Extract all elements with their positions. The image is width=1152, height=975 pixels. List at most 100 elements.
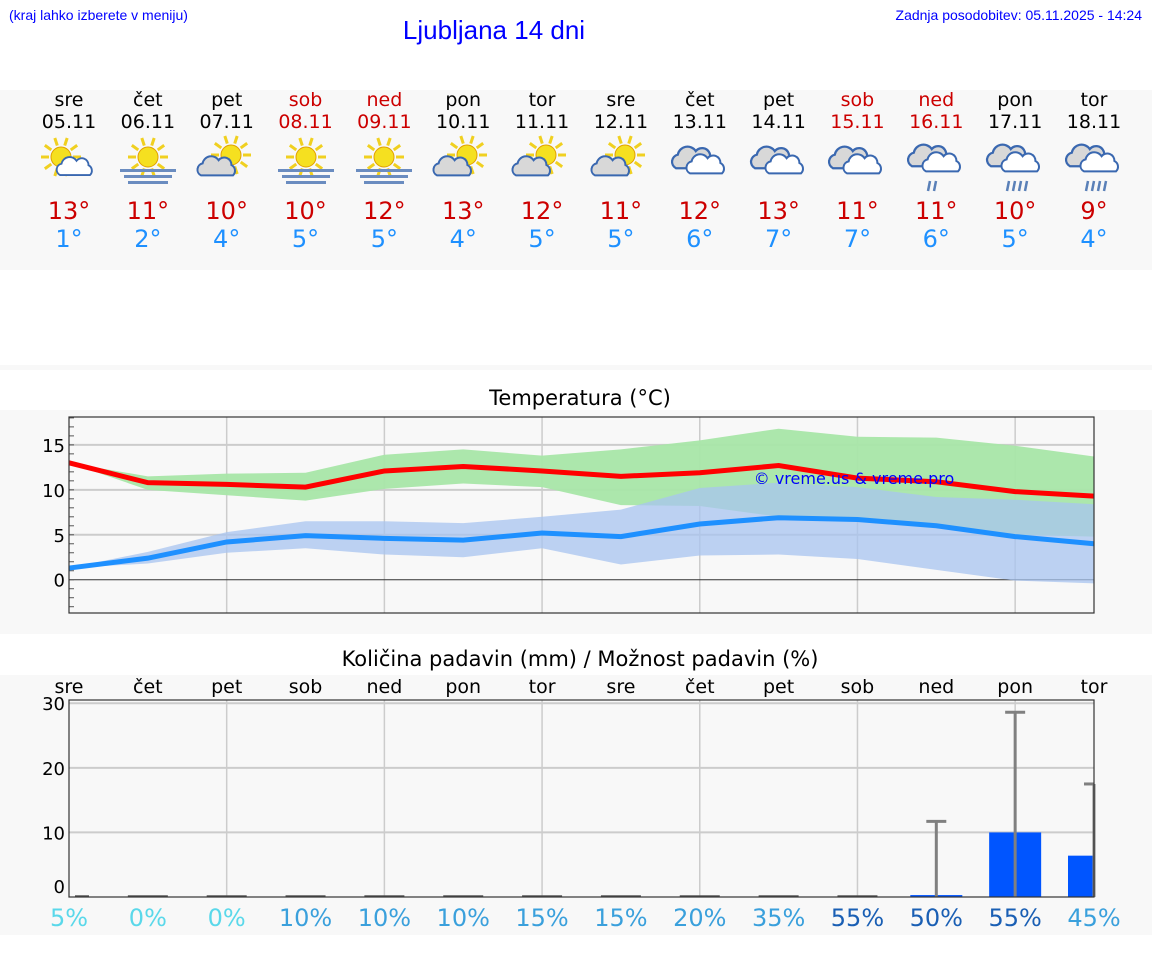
min-temperature: 7° (764, 225, 793, 253)
day-date: 10.11 (436, 111, 491, 133)
day-date: 06.11 (120, 111, 176, 133)
y-tick-label: 10 (42, 481, 65, 502)
day-label: sre (606, 676, 635, 698)
day-name: čet (684, 89, 715, 111)
temperature-plot-frame (68, 416, 1095, 614)
day-date: 12.11 (593, 111, 649, 133)
day-name: pet (211, 89, 243, 111)
sun-fog-icon (356, 137, 413, 184)
y-tick-label: 15 (42, 436, 65, 457)
day-label: sre (55, 676, 84, 698)
precipitation-probability: 0% (208, 904, 246, 932)
precipitation-probability: 10% (358, 904, 411, 932)
day-forecast: sre 12.11 11° 5° (581, 89, 661, 253)
day-label: sob (289, 676, 323, 698)
day-forecast: ned 16.11 11° 6° (896, 89, 976, 253)
min-temperature: 5° (370, 225, 399, 253)
cloud-sun-icon (196, 135, 251, 177)
cloudy-icon (828, 145, 883, 175)
day-date: 07.11 (199, 111, 254, 133)
day-label: tor (1081, 676, 1108, 698)
min-temperature: 5° (607, 225, 635, 253)
min-temperature: 5° (291, 225, 320, 253)
day-forecast: čet 06.11 11° 2° (108, 89, 188, 253)
cloud-sun-icon (511, 135, 567, 177)
day-date: 08.11 (278, 111, 333, 133)
max-temperature: 9° (1080, 197, 1108, 225)
day-date: 13.11 (672, 111, 727, 133)
min-temperature: 4° (1080, 225, 1108, 253)
day-label: čet (685, 676, 715, 698)
cloud-rain-icon (1064, 143, 1119, 192)
max-temperature: 13° (757, 197, 800, 225)
cloud-sun-icon (432, 135, 488, 177)
max-temperature: 10° (993, 197, 1037, 225)
sun-cloud-icon (41, 137, 93, 177)
precipitation-probability: 50% (910, 904, 963, 932)
day-forecast: tor 18.11 9° 4° (1054, 89, 1134, 253)
day-forecast: pon 17.11 10° 5° (975, 89, 1055, 253)
temperature-chart-title: Temperatura (°C) (489, 386, 671, 410)
day-name: sre (606, 89, 636, 111)
precipitation-plot-frame (68, 699, 1095, 898)
daily-forecast-strip (0, 90, 1152, 270)
cloudy-icon (749, 145, 804, 175)
day-label: sob (841, 676, 875, 698)
day-name: čet (133, 89, 163, 111)
day-name: pon (997, 89, 1033, 111)
day-name: tor (528, 89, 556, 111)
precipitation-probability: 0% (129, 904, 167, 932)
cloud-rain-icon (986, 143, 1041, 192)
min-temperature: 1° (55, 225, 83, 253)
day-name: ned (918, 89, 955, 111)
day-forecast: ned 09.11 12° 5° (344, 89, 424, 253)
day-forecast: pet 14.11 13° 7° (739, 89, 819, 253)
day-label: ned (918, 676, 954, 698)
min-temperature: 4° (213, 225, 241, 253)
y-tick-label: 10 (42, 823, 65, 844)
last-updated: Zadnja posodobitev: 05.11.2025 - 14:24 (895, 7, 1142, 23)
max-temperature-line (68, 460, 1095, 499)
precipitation-probability: 35% (752, 904, 805, 932)
day-forecast: pet 07.11 10° 4° (187, 89, 267, 253)
sun-fog-icon (277, 137, 334, 184)
y-tick-label: 30 (42, 694, 65, 715)
day-name: pet (763, 89, 795, 111)
max-temperature: 13° (47, 197, 91, 225)
day-date: 17.11 (987, 111, 1043, 133)
y-tick-label: 0 (54, 571, 65, 592)
day-label: pet (763, 676, 794, 698)
day-date: 05.11 (41, 111, 97, 133)
day-forecast: sre 05.11 13° 1° (29, 89, 109, 253)
precipitation-probability: 55% (831, 904, 884, 932)
day-name: sre (54, 89, 84, 111)
max-temperature: 10° (284, 197, 327, 225)
day-label: pet (211, 676, 242, 698)
day-forecast: sob 15.11 11° 7° (817, 89, 897, 253)
max-temperature: 11° (126, 197, 170, 225)
location-hint-link[interactable]: (kraj lahko izberete v meniju) (9, 7, 188, 23)
cloud-light-rain-icon (907, 143, 962, 192)
min-temperature-line (68, 515, 1095, 571)
max-temperature: 13° (441, 197, 485, 225)
max-temperature: 11° (915, 197, 958, 225)
page-title: Ljubljana 14 dni (402, 15, 586, 45)
precipitation-bar (1068, 855, 1094, 897)
day-date: 16.11 (909, 111, 964, 133)
precipitation-probability: 45% (1067, 904, 1120, 932)
day-forecast: pon 10.11 13° 4° (423, 89, 503, 253)
day-label: pon (997, 676, 1033, 698)
day-name: pon (445, 89, 482, 111)
day-date: 09.11 (357, 111, 412, 133)
day-date: 14.11 (751, 111, 806, 133)
min-temperature: 4° (449, 225, 477, 253)
day-label: ned (366, 676, 402, 698)
watermark: © vreme.us & vreme.pro (754, 469, 955, 488)
day-label: pon (445, 676, 481, 698)
y-tick-label: 0 (54, 877, 65, 898)
day-label: čet (133, 676, 163, 698)
day-name: ned (366, 89, 403, 111)
max-temperature: 12° (678, 197, 722, 225)
precipitation-probability: 55% (988, 904, 1041, 932)
